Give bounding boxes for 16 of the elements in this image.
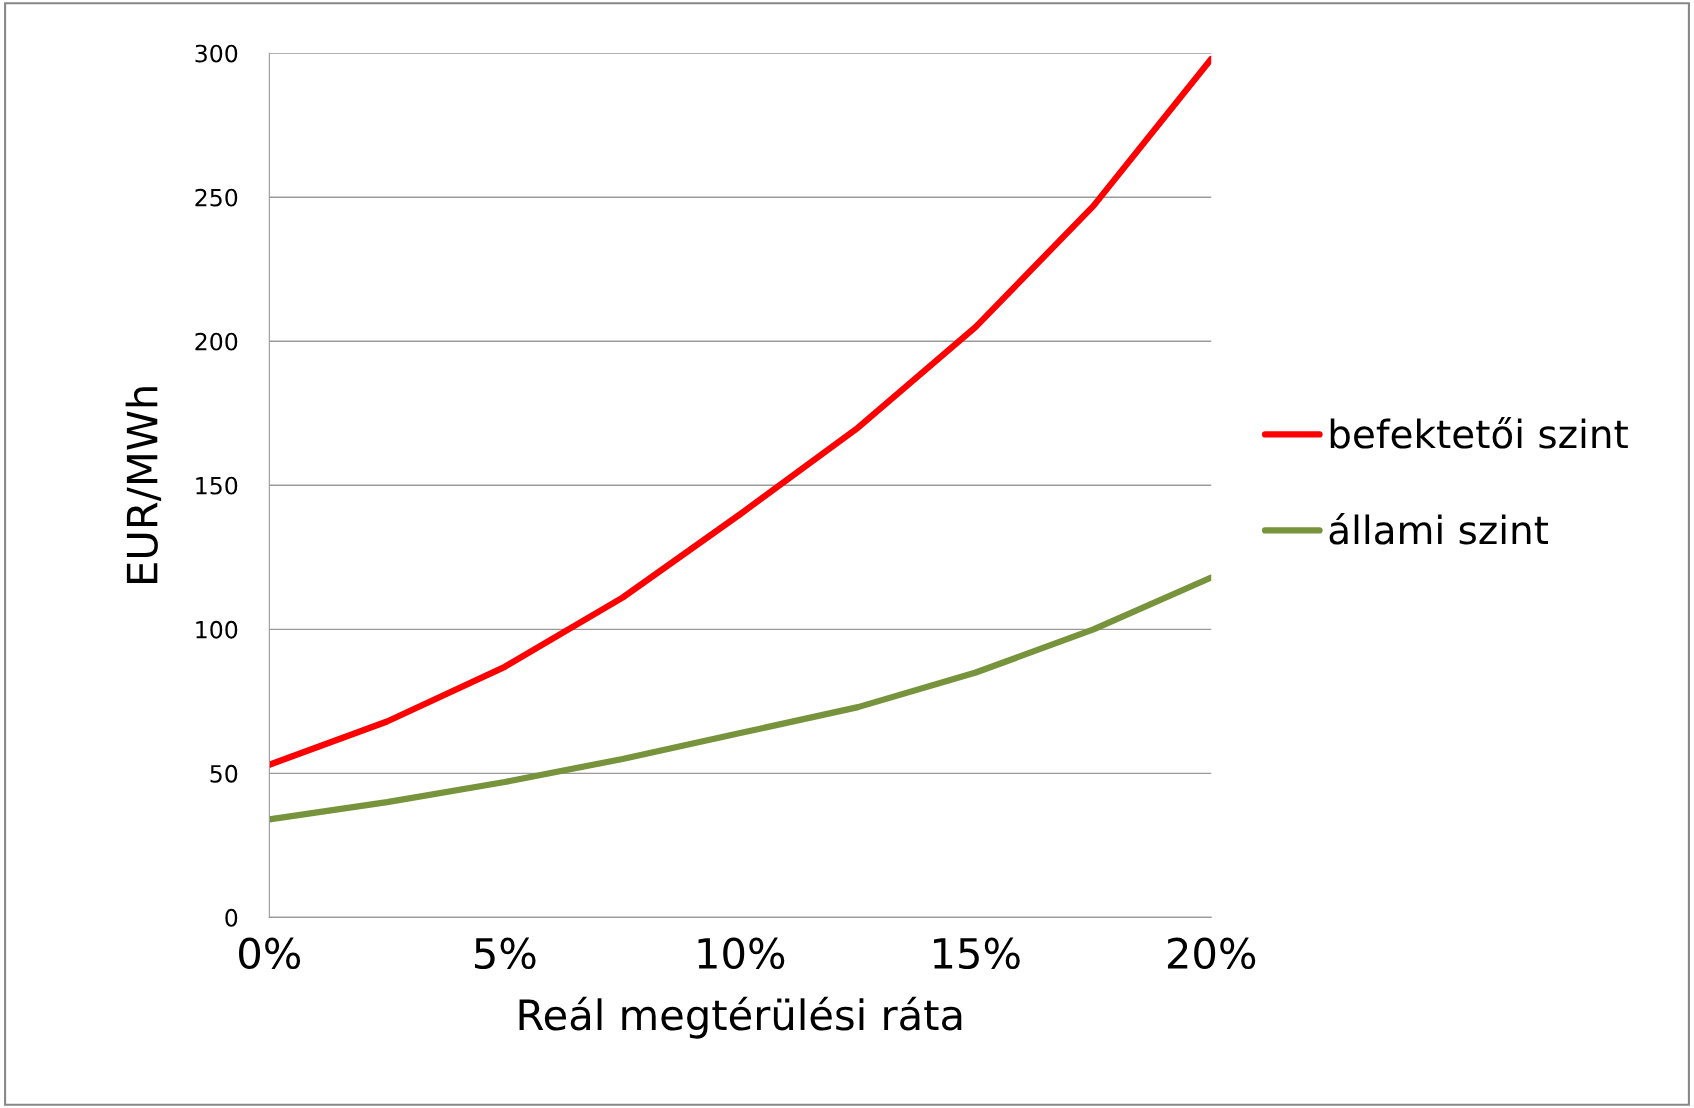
x-tick-label: 15% — [934, 937, 1020, 970]
legend-label: állami szint — [1329, 512, 1549, 545]
y-tick-label: 50 — [210, 764, 238, 783]
y-tick-label: 0 — [225, 908, 238, 927]
x-tick-label: 0% — [239, 937, 301, 970]
x-tick-label: 20% — [1167, 937, 1256, 970]
x-tick-label: 10% — [698, 937, 785, 970]
y-tick-label: 300 — [195, 44, 238, 63]
y-tick-label: 100 — [196, 620, 238, 639]
y-tick-label: 250 — [195, 188, 238, 207]
y-tick-label: 150 — [196, 476, 238, 495]
x-tick-label: 5% — [474, 937, 536, 970]
x-axis-title: Reál megtérülési ráta — [519, 996, 962, 1039]
y-tick-label: 200 — [195, 332, 238, 351]
legend-label: befektetői szint — [1330, 416, 1628, 449]
y-axis-title: EUR/MWh — [125, 387, 162, 583]
